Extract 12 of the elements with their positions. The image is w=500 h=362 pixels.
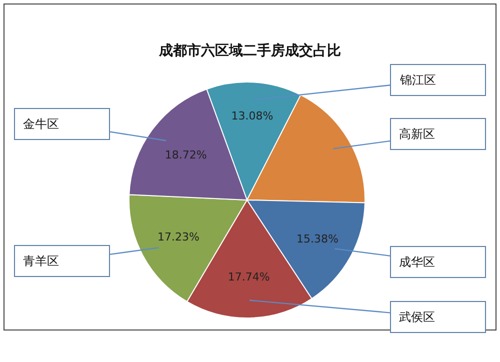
data-label: 17.23% bbox=[158, 230, 200, 244]
slice-label: 高新区 bbox=[399, 127, 435, 141]
data-label: 13.08% bbox=[231, 109, 274, 122]
chart-title: 成都市六区域二手房成交占比 bbox=[158, 42, 341, 59]
slice-label: 成华区 bbox=[399, 255, 435, 269]
slice-label: 锦江区 bbox=[399, 73, 436, 87]
data-label: 15.38% bbox=[296, 232, 338, 246]
data-label: 18.72% bbox=[164, 148, 207, 162]
data-label: 17.74% bbox=[228, 270, 270, 284]
slice-label: 青羊区 bbox=[23, 254, 59, 268]
slice-label: 金牛区 bbox=[23, 117, 59, 131]
slice-label: 武侯区 bbox=[399, 310, 435, 324]
